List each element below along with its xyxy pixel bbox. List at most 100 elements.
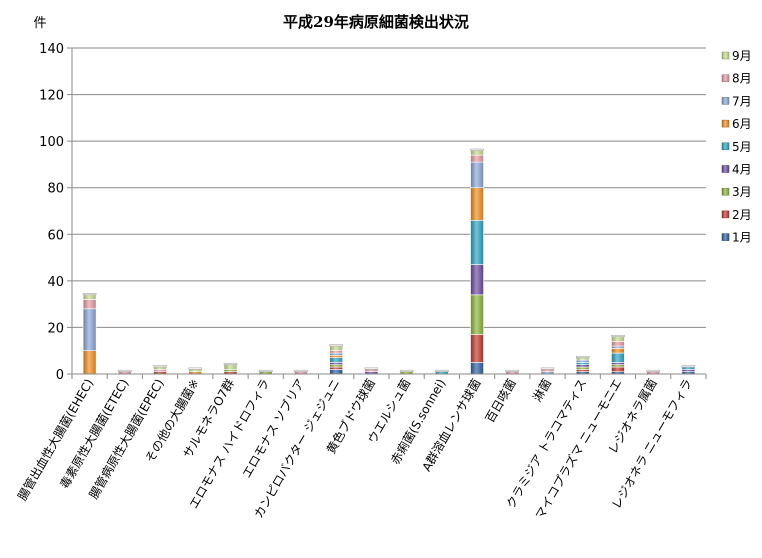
bar-segment [575, 357, 590, 361]
bar-segment [470, 362, 484, 375]
legend-label: 5月 [732, 140, 752, 154]
bar-segment [470, 154, 484, 163]
legend-swatch [721, 74, 730, 82]
bar-segment [470, 161, 484, 189]
bar-segment [329, 362, 343, 365]
legend-swatch [721, 142, 730, 151]
category-label: エロモナス ソブリア [239, 376, 308, 480]
bar-segment [82, 350, 97, 375]
bar-segment [329, 357, 343, 363]
y-tick-label: 140 [39, 42, 64, 57]
bar-segment [611, 364, 625, 368]
bar-segment [611, 362, 625, 365]
bar-segment [470, 294, 484, 335]
legend-swatch [721, 233, 730, 241]
bar-segment [611, 345, 625, 349]
bar-cap [329, 344, 343, 347]
bar-segment [611, 341, 625, 347]
legend: 9月 8月 7月 6月 5月 4月 3月 2月 1月 [721, 49, 752, 245]
bar-cap [611, 334, 625, 337]
bar-segment [329, 364, 343, 368]
bar-cap [540, 367, 555, 370]
bar-segment [611, 348, 625, 354]
legend-label: 7月 [732, 94, 752, 108]
bar-segment [611, 366, 625, 372]
bar-segment [364, 369, 379, 372]
bar-cap [470, 148, 484, 151]
bar-segment [153, 366, 167, 370]
bar-segment [575, 366, 590, 370]
bar-segment [223, 369, 238, 372]
bar-segment [82, 294, 97, 300]
bar-cap [118, 369, 132, 372]
bar-segment [329, 350, 343, 354]
legend-swatch [721, 187, 730, 196]
bar-cap [399, 369, 414, 372]
bar-segment [153, 369, 167, 372]
y-tick-label: 40 [47, 275, 64, 290]
category-labels: 腸管出血性大腸菌(EHEC)毒素原性大腸菌(ETEC)腸管病原性大腸菌(EPEC… [14, 376, 695, 522]
legend-label: 6月 [732, 117, 752, 131]
bar-segment [329, 355, 343, 359]
bar-cap [188, 367, 203, 370]
y-tick-labels: 0 20 40 60 80 100 120 140 [39, 42, 64, 383]
bar-cap [435, 369, 449, 372]
bar-segment [470, 150, 484, 156]
category-label: 毒素原性大腸菌(ETEC) [57, 377, 131, 492]
bar-segment [470, 220, 484, 265]
bar-segment [223, 364, 238, 370]
category-label: 百日咳菌 [483, 377, 519, 426]
bar-segment [470, 264, 484, 296]
bar-cap [646, 369, 660, 372]
y-tick-label: 60 [47, 228, 64, 243]
legend-label: 3月 [732, 185, 752, 199]
y-axis-unit-label: 件 [33, 16, 46, 31]
axes [71, 48, 707, 379]
y-tick-label: 80 [47, 182, 64, 197]
legend-label: 4月 [732, 163, 752, 177]
bar-segment [681, 366, 696, 370]
bar-segment [82, 308, 97, 352]
bar-segment [611, 352, 625, 363]
bar-cap [82, 293, 97, 296]
bar-cap [505, 369, 520, 372]
legend-label: 2月 [732, 208, 752, 222]
bar-cap [575, 355, 590, 358]
legend-swatch [721, 119, 730, 128]
bar-segment [575, 369, 590, 372]
bar-cap [223, 362, 238, 365]
legend-label: 1月 [732, 231, 752, 245]
bar-segment [470, 334, 484, 363]
bar-segment [470, 187, 484, 221]
bar-cap [364, 367, 379, 370]
bar-cap [153, 365, 167, 368]
legend-label: 8月 [732, 72, 752, 86]
bar-segment [329, 345, 343, 352]
gridlines [67, 47, 706, 375]
bar-segment [575, 362, 590, 365]
legend-swatch [721, 210, 730, 219]
y-tick-label: 20 [47, 321, 64, 336]
bar-segment [611, 336, 625, 342]
bar-segment [82, 299, 97, 310]
legend-swatch [721, 165, 730, 173]
bar-cap [258, 369, 273, 372]
bar-segment [188, 369, 203, 372]
chart-title: 平成29年病原細菌検出状況 [283, 13, 469, 31]
legend-swatch [721, 51, 730, 60]
bar-stacks [82, 148, 696, 375]
bar-segment [329, 369, 343, 375]
y-tick-label: 120 [39, 89, 64, 104]
bar-cap [294, 369, 308, 372]
bar-segment [329, 352, 343, 356]
bar-segment [575, 359, 590, 363]
bar-segment [329, 366, 343, 370]
bar-segment [540, 369, 555, 372]
y-tick-label: 100 [39, 135, 64, 150]
bar-cap [681, 365, 696, 368]
bar-segment [575, 364, 590, 368]
category-label: 淋菌 [530, 377, 554, 405]
y-tick-label: 0 [56, 368, 64, 383]
